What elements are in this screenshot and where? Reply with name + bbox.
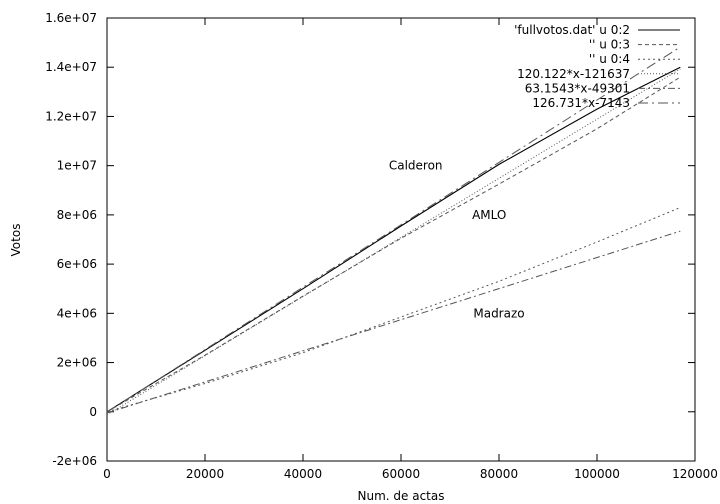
y-tick-label: 4e+06 (57, 306, 97, 320)
series-layer (106, 46, 681, 416)
x-tick-label: 20000 (186, 467, 224, 481)
series-line-3 (106, 207, 681, 413)
y-tick-label: 2e+06 (57, 356, 97, 370)
legend-label: '' u 0:4 (589, 52, 630, 66)
y-tick-label: 0 (89, 405, 97, 419)
legend-label: 63.1543*x-49301 (525, 81, 630, 95)
series-line-2 (106, 76, 681, 413)
series-line-5 (106, 230, 681, 414)
annotation-layer: Calderon AMLO Madrazo (389, 159, 525, 321)
y-tick-label: 1e+07 (57, 159, 97, 173)
legend-label: '' u 0:3 (589, 38, 630, 52)
y-axis-label: Votos (9, 224, 23, 257)
series-line-6 (106, 46, 681, 413)
annotation-label: Madrazo (473, 306, 524, 320)
series-line-1 (106, 66, 681, 413)
x-axis-label: Num. de actas (358, 489, 445, 503)
y-tick-label: 8e+06 (57, 208, 97, 222)
x-tick-label: 100000 (574, 467, 620, 481)
legend: 'fullvotos.dat' u 0:2'' u 0:3'' u 0:4120… (514, 23, 680, 110)
x-tick-label: 0 (103, 467, 111, 481)
y-tick-label: 6e+06 (57, 257, 97, 271)
y-tick-label: -2e+06 (52, 454, 97, 468)
axis-ticks: 0 20000 40000 60000 80000 100000 120000 -2e+06 0… (45, 11, 718, 481)
y-tick-label: 1.6e+07 (45, 11, 97, 25)
y-tick-label: 1.2e+07 (45, 109, 97, 123)
y-tick-label: 1.4e+07 (45, 60, 97, 74)
legend-label: 120.122*x-121637 (517, 67, 630, 81)
x-tick-label: 80000 (480, 467, 518, 481)
x-tick-label: 40000 (284, 467, 322, 481)
legend-label: 126.731*x-7143 (532, 96, 630, 110)
x-tick-label: 120000 (672, 467, 718, 481)
annotation-label: AMLO (472, 208, 506, 222)
legend-label: 'fullvotos.dat' u 0:2 (514, 23, 630, 37)
series-line-4 (106, 68, 681, 416)
annotation-label: Calderon (389, 159, 443, 173)
x-tick-label: 60000 (382, 467, 420, 481)
